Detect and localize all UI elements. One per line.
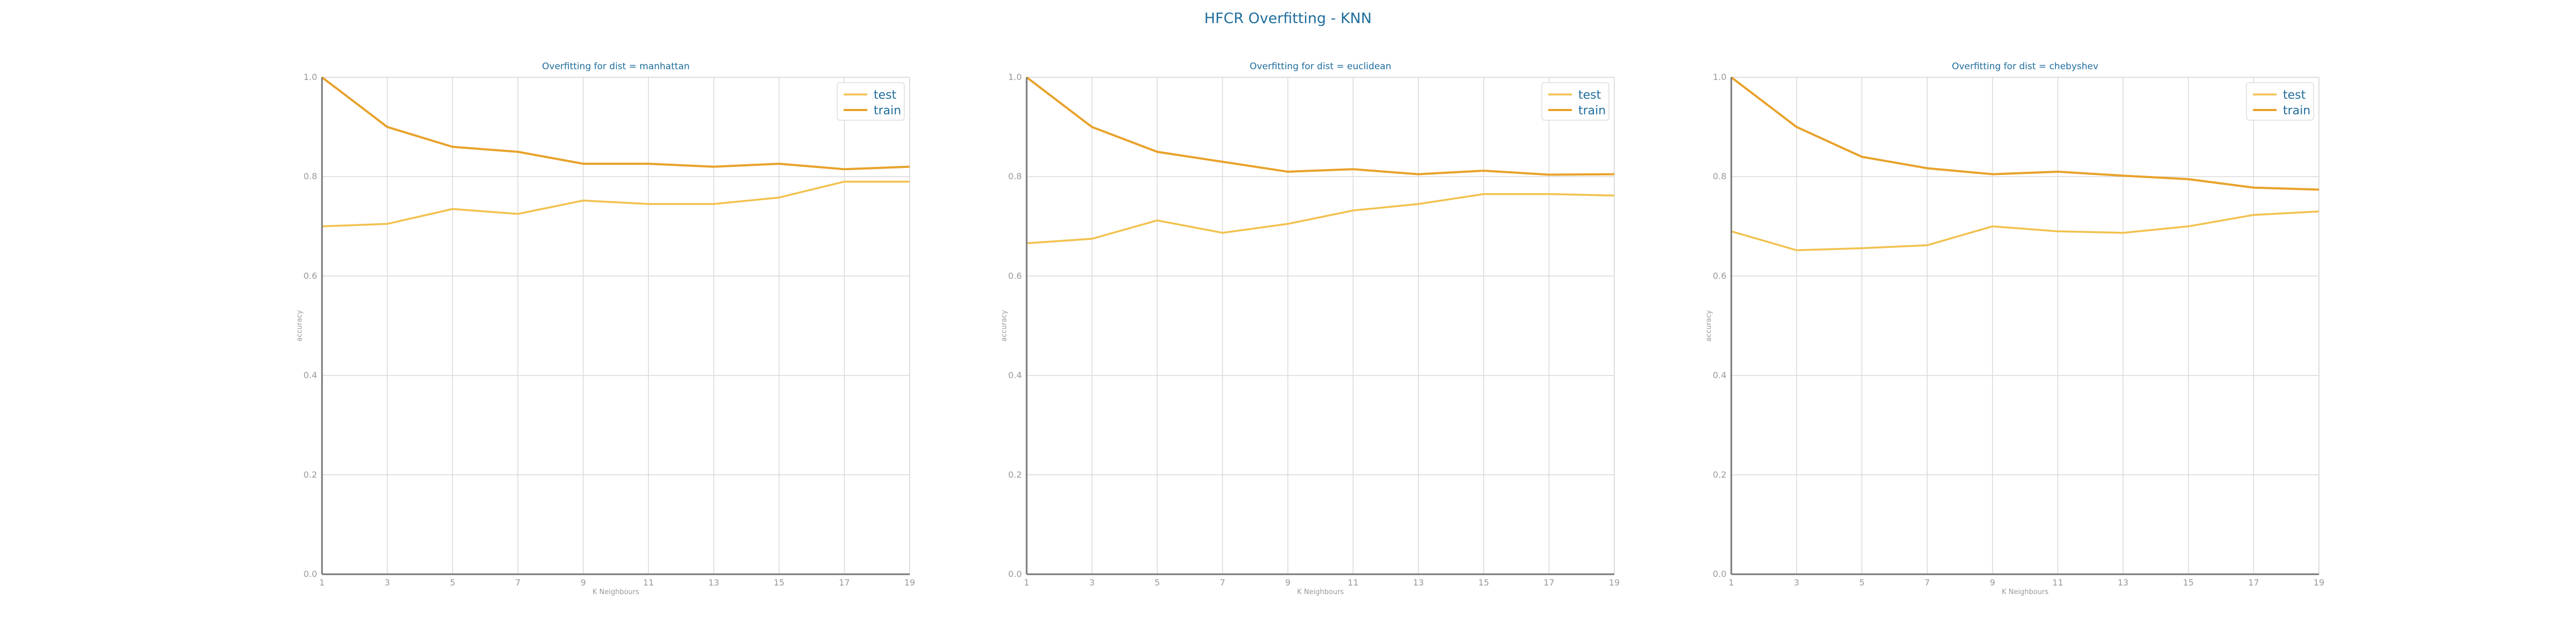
y-tick-label: 0.6	[304, 270, 317, 281]
x-tick-label: 11	[643, 577, 654, 588]
legend: test train	[1541, 82, 1609, 121]
legend-label-test: test	[2283, 89, 2306, 102]
x-tick-label: 9	[1285, 577, 1291, 588]
x-axis-label: K Neighbours	[2002, 588, 2048, 596]
y-tick-label: 0.8	[1008, 171, 1022, 181]
y-tick-label: 1.0	[1008, 72, 1022, 82]
x-tick-label: 19	[904, 577, 915, 588]
x-tick-label: 13	[1413, 577, 1424, 588]
x-tick-label: 1	[1729, 577, 1734, 588]
y-tick-label: 0.4	[1008, 370, 1022, 380]
x-tick-label: 9	[1990, 577, 1995, 588]
x-tick-label: 17	[1543, 577, 1554, 588]
y-tick-label: 0.2	[304, 470, 317, 480]
grid	[1731, 77, 2319, 575]
legend-label-train: train	[874, 104, 901, 118]
subplot-title: Overfitting for dist = euclidean	[1250, 61, 1392, 72]
legend: test train	[837, 82, 905, 121]
x-tick-label: 7	[1924, 577, 1930, 588]
x-tick-label: 17	[839, 577, 850, 588]
y-tick-label: 1.0	[1713, 72, 1726, 82]
x-axis-label: K Neighbours	[1297, 588, 1344, 596]
x-tick-label: 5	[1859, 577, 1864, 588]
series-line-test	[321, 180, 910, 228]
x-tick-label: 13	[708, 577, 719, 588]
x-tick-label: 13	[2118, 577, 2128, 588]
figure-title: HFCR Overfitting - KNN	[1204, 10, 1372, 27]
x-tick-label: 9	[581, 577, 586, 588]
subplot-title: Overfitting for dist = chebyshev	[1952, 61, 2098, 72]
x-tick-label: 3	[1794, 577, 1799, 588]
y-tick-label: 0.8	[304, 171, 317, 181]
x-tick-label: 1	[319, 577, 325, 588]
x-tick-label: 7	[1220, 577, 1225, 588]
y-tick-label: 0.2	[1008, 470, 1022, 480]
y-tick-label: 1.0	[304, 72, 317, 82]
x-tick-label: 3	[1089, 577, 1095, 588]
x-tick-label: 1	[1024, 577, 1029, 588]
y-tick-label: 0.0	[304, 569, 317, 579]
series-line-train	[1026, 76, 1615, 176]
y-axis-label: accuracy	[1705, 310, 1713, 341]
series-line-test	[1731, 210, 2319, 251]
x-tick-label: 11	[1348, 577, 1358, 588]
y-tick-label: 0.6	[1713, 270, 1726, 281]
subplot-title: Overfitting for dist = manhattan	[542, 61, 690, 72]
x-tick-label: 15	[773, 577, 784, 588]
series-line-test	[1026, 193, 1615, 245]
y-axis-label: accuracy	[1000, 310, 1008, 341]
y-tick-label: 0.6	[1008, 270, 1022, 281]
x-tick-label: 17	[2248, 577, 2259, 588]
x-tick-label: 5	[1154, 577, 1160, 588]
series-line-train	[321, 76, 910, 171]
x-tick-label: 19	[2314, 577, 2324, 588]
y-tick-label: 0.2	[1713, 470, 1726, 480]
x-tick-label: 11	[2052, 577, 2063, 588]
x-tick-label: 15	[2183, 577, 2193, 588]
grid	[1026, 77, 1615, 575]
x-tick-label: 3	[385, 577, 390, 588]
y-tick-label: 0.8	[1713, 171, 1726, 181]
x-axis-label: K Neighbours	[592, 588, 639, 596]
y-tick-label: 0.0	[1008, 569, 1022, 579]
y-tick-label: 0.0	[1713, 569, 1726, 579]
legend-label-test: test	[1578, 89, 1601, 102]
x-tick-label: 15	[1478, 577, 1489, 588]
series-line-train	[1730, 76, 2319, 191]
legend-label-train: train	[1578, 104, 1606, 118]
legend: test train	[2246, 82, 2314, 121]
grid	[321, 77, 910, 575]
legend-label-test: test	[874, 89, 897, 102]
x-tick-label: 7	[515, 577, 521, 588]
y-tick-label: 0.4	[304, 370, 317, 380]
x-tick-label: 19	[1609, 577, 1620, 588]
y-tick-label: 0.4	[1713, 370, 1726, 380]
legend-label-train: train	[2283, 104, 2310, 118]
y-axis-label: accuracy	[296, 310, 304, 341]
x-tick-label: 5	[450, 577, 455, 588]
